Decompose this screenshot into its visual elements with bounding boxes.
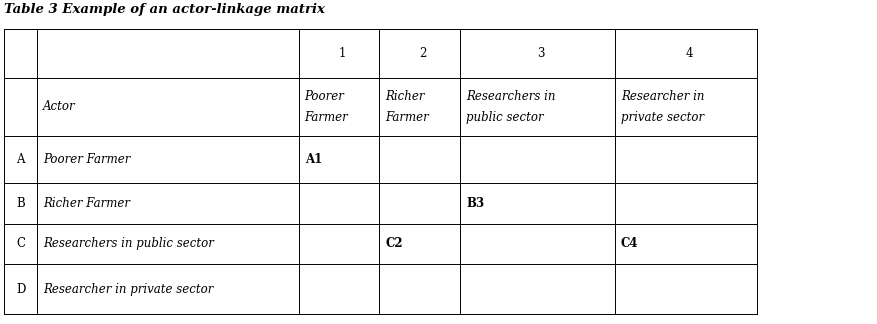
Text: A1: A1 — [304, 153, 322, 166]
Text: B: B — [17, 197, 25, 210]
Text: Researchers in public sector: Researchers in public sector — [43, 237, 214, 250]
Text: 3: 3 — [537, 47, 545, 60]
Text: B3: B3 — [466, 197, 484, 210]
Text: C4: C4 — [620, 237, 638, 250]
Text: D: D — [16, 283, 25, 296]
Text: C2: C2 — [385, 237, 403, 250]
Text: Poorer
Farmer: Poorer Farmer — [304, 90, 348, 124]
Text: C: C — [16, 237, 25, 250]
Text: 2: 2 — [419, 47, 426, 60]
Text: 1: 1 — [339, 47, 346, 60]
Text: Richer
Farmer: Richer Farmer — [385, 90, 429, 124]
Text: 4: 4 — [685, 47, 693, 60]
Text: Researcher in
private sector: Researcher in private sector — [620, 90, 703, 124]
Text: Table 3 Example of an actor-linkage matrix: Table 3 Example of an actor-linkage matr… — [4, 3, 324, 16]
Text: Researchers in
public sector: Researchers in public sector — [466, 90, 555, 124]
Text: A: A — [17, 153, 25, 166]
Text: Researcher in private sector: Researcher in private sector — [43, 283, 213, 296]
Text: Actor: Actor — [43, 100, 75, 113]
Text: Richer Farmer: Richer Farmer — [43, 197, 130, 210]
Text: Poorer Farmer: Poorer Farmer — [43, 153, 131, 166]
